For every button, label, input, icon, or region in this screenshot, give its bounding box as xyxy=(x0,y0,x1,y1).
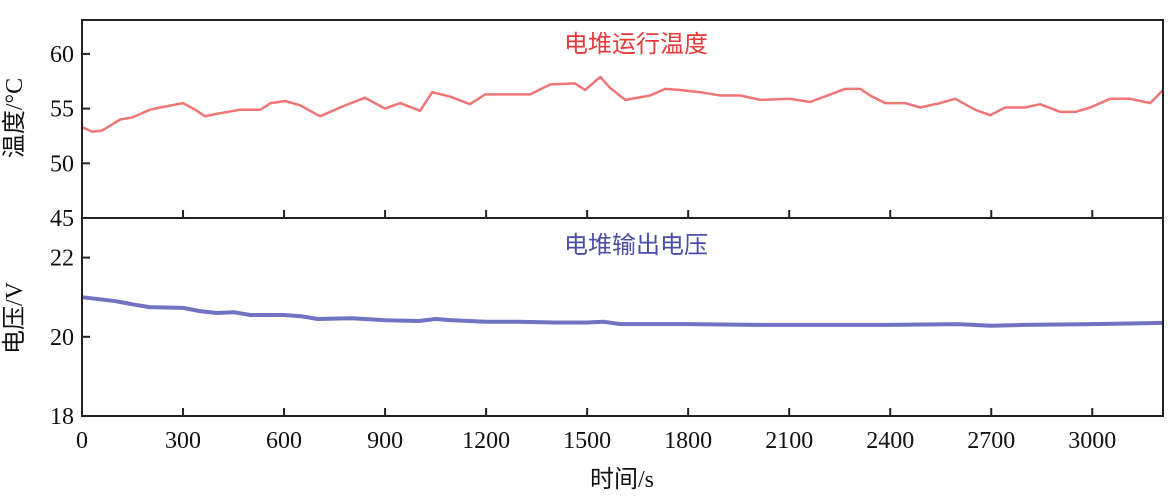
voltage-line xyxy=(81,295,1164,328)
x-tick-label: 2400 xyxy=(866,428,914,454)
y-tick-label: 45 xyxy=(50,206,74,232)
x-tick-label: 300 xyxy=(165,428,201,454)
y-tick-label: 60 xyxy=(50,42,74,68)
y-axis-label-voltage: 电压/V xyxy=(1,281,28,354)
y-tick-label: 55 xyxy=(50,97,74,123)
y-tick-label: 18 xyxy=(50,404,74,430)
temperature-line xyxy=(81,75,1164,133)
voltage-panel: 18 20 22 0 300 600 900 1200 1500 1800 2100 2400 2700… xyxy=(50,217,1164,454)
y-tick-label: 22 xyxy=(50,246,74,272)
temperature-title: 电堆运行温度 xyxy=(564,31,708,58)
x-tick-label: 2700 xyxy=(967,428,1015,454)
plot-frame xyxy=(81,217,1164,417)
x-tick-label: 2100 xyxy=(765,428,813,454)
x-tick-label: 0 xyxy=(76,428,88,454)
y-tick-label: 50 xyxy=(50,151,74,177)
x-tick-label: 1500 xyxy=(563,428,611,454)
x-tick-label: 600 xyxy=(266,428,302,454)
temperature-panel: 45 50 55 60 电堆运行温度 xyxy=(50,19,1164,232)
x-tick-label: 3000 xyxy=(1068,428,1116,454)
voltage-title: 电堆输出电压 xyxy=(564,232,708,259)
x-tick-label: 900 xyxy=(367,428,403,454)
x-tick-label: 1800 xyxy=(664,428,712,454)
y-tick-label: 20 xyxy=(50,325,74,351)
x-axis-label: 时间/s xyxy=(590,466,654,493)
y-axis-label-temperature: 温度/°C xyxy=(1,78,28,158)
x-tick-label: 1200 xyxy=(462,428,510,454)
